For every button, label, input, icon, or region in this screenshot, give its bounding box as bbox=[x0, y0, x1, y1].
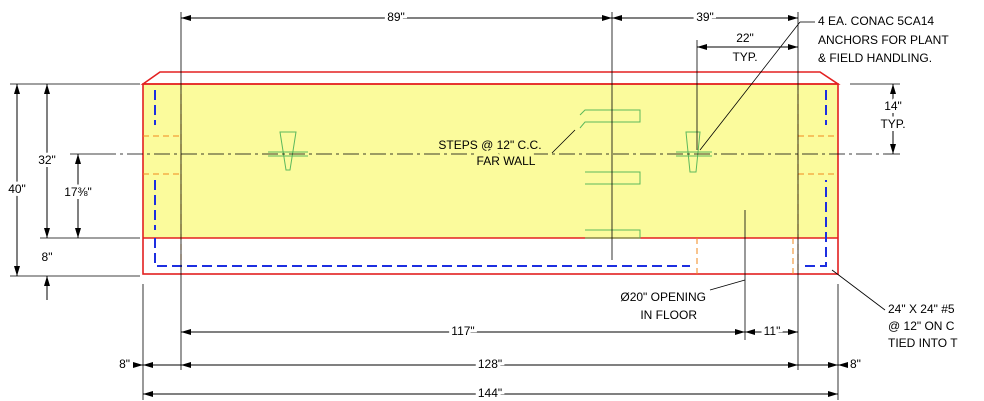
vault-outline bbox=[142, 83, 839, 275]
rebar bbox=[154, 90, 827, 267]
note: 4 EA. CONAC 5CA14 bbox=[818, 14, 934, 28]
leaders bbox=[551, 21, 886, 311]
note: @ 12" ON C bbox=[888, 319, 955, 333]
dim-label: 128" bbox=[478, 357, 502, 371]
dim-label: 22" bbox=[736, 31, 754, 45]
vault-fill bbox=[143, 84, 838, 238]
note: ANCHORS FOR PLANT bbox=[818, 33, 949, 47]
note: Ø20" OPENING bbox=[620, 290, 706, 304]
dim-label: 8" bbox=[850, 357, 861, 371]
note: TIED INTO T bbox=[888, 336, 958, 350]
dim-label: 32" bbox=[38, 153, 56, 167]
dim-label: 117" bbox=[451, 324, 474, 338]
dim-label: 144" bbox=[478, 386, 502, 400]
note: 24" X 24" #5 bbox=[888, 302, 955, 316]
dimension-lines bbox=[14, 15, 896, 397]
dim-label: 11" bbox=[764, 324, 781, 338]
labels: 89" 39" 22" TYP. 4 EA. CONAC 5CA14 ANCHO… bbox=[5, 7, 958, 401]
note: IN FLOOR bbox=[640, 308, 697, 322]
dim-label: 17⅜" bbox=[64, 185, 92, 199]
dim-label: 89" bbox=[387, 10, 405, 24]
note: FAR WALL bbox=[477, 154, 536, 168]
dim-label: TYP. bbox=[880, 117, 905, 131]
steps bbox=[268, 109, 712, 239]
dim-label: 40" bbox=[8, 182, 26, 196]
dim-label: 39" bbox=[696, 10, 714, 24]
note: & FIELD HANDLING. bbox=[818, 51, 932, 65]
extension-lines bbox=[10, 12, 900, 400]
note: STEPS @ 12" C.C. bbox=[438, 138, 541, 152]
dim-label: TYP. bbox=[732, 50, 757, 64]
dim-label: 14" bbox=[884, 99, 902, 113]
dim-label: 8" bbox=[119, 357, 130, 371]
lid-outline bbox=[140, 71, 841, 85]
dim-label: 8" bbox=[42, 250, 53, 264]
